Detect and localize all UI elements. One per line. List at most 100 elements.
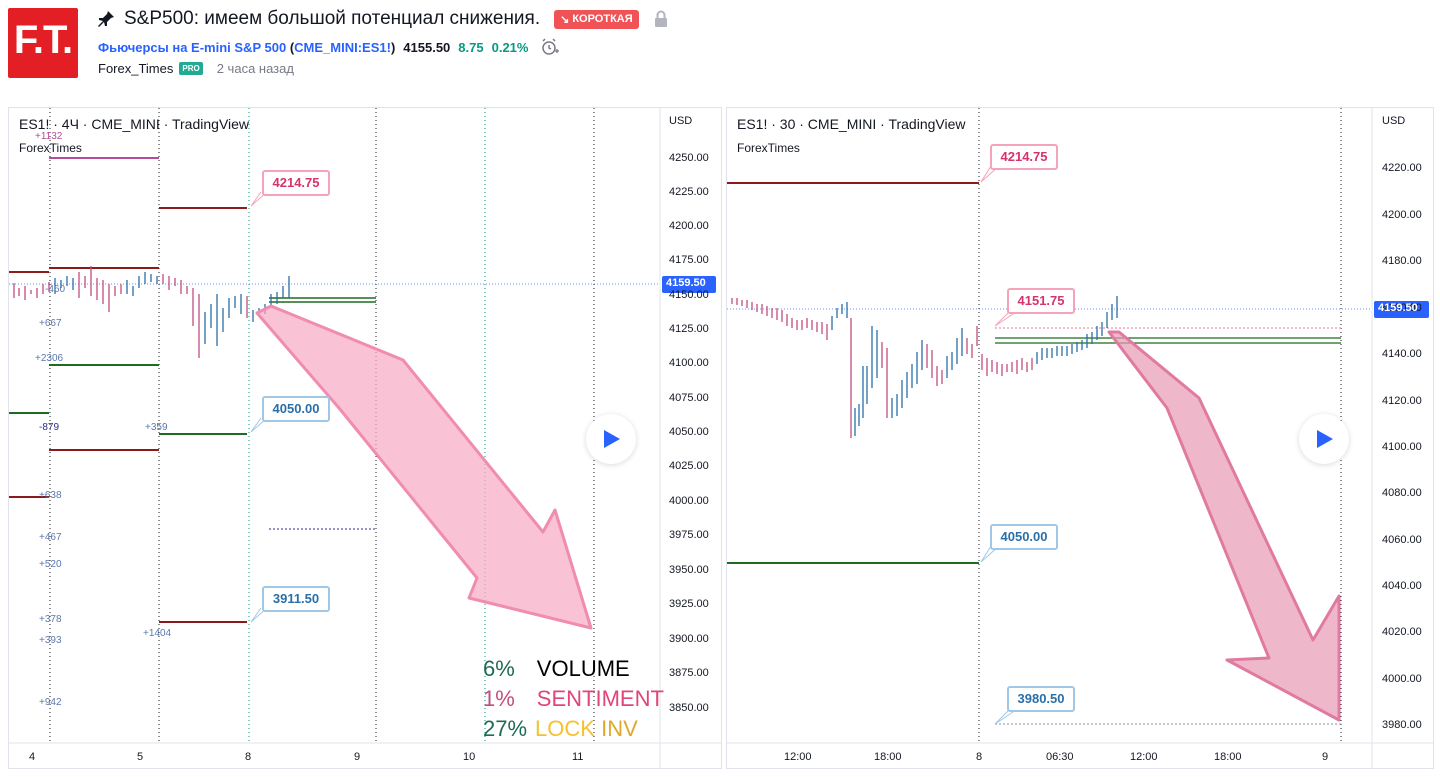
price-tick-label: 3925.00 bbox=[669, 598, 709, 610]
callout-pointer bbox=[980, 165, 1000, 183]
price-tick-label: 4100.00 bbox=[1382, 441, 1422, 453]
last-price-label: 4159.50 bbox=[1378, 302, 1418, 314]
price-tick-label: 4000.00 bbox=[669, 495, 709, 507]
price-change: 8.75 bbox=[458, 39, 484, 55]
overlay-pct: 27% bbox=[483, 716, 528, 741]
symbol-price: 4155.50 bbox=[403, 39, 451, 55]
price-tick-label: 4140.00 bbox=[1382, 348, 1422, 360]
price-tick-label: 4020.00 bbox=[1382, 626, 1422, 638]
chart-panel-left[interactable]: ES1! · 4Ч · CME_MINI · TradingView Forex… bbox=[8, 107, 722, 769]
price-tick-label: 3950.00 bbox=[669, 564, 709, 576]
price-tick-label: 4050.00 bbox=[669, 426, 709, 438]
time-tick-label: 9 bbox=[1322, 751, 1329, 763]
price-tick-label: 4175.00 bbox=[669, 254, 709, 266]
volume-label: -460 bbox=[45, 284, 66, 295]
author-logo[interactable]: F.T. bbox=[8, 8, 78, 78]
price-callout: 4214.75 bbox=[990, 144, 1058, 170]
overlay-pct: 6% bbox=[483, 656, 515, 681]
overlay-row-sentiment: 1% SENTIMENT bbox=[483, 684, 664, 714]
overlay-label: VOLUME bbox=[536, 656, 630, 681]
time-tick-label: 9 bbox=[354, 751, 361, 763]
volume-label: +359 bbox=[145, 422, 168, 433]
play-button[interactable] bbox=[586, 414, 636, 464]
currency-label: USD bbox=[1382, 115, 1406, 127]
volume-label: +667 bbox=[39, 318, 62, 329]
chart-legend: ES1! · 4Ч · CME_MINI · TradingView bbox=[19, 116, 250, 132]
time-tick-label: 8 bbox=[976, 751, 983, 763]
price-tick-label: 4125.00 bbox=[669, 323, 709, 335]
pro-badge: PRO bbox=[179, 62, 203, 75]
pin-icon bbox=[98, 11, 114, 27]
symbol-code: CME_MINI:ES1! bbox=[294, 39, 391, 55]
volume-label: +1404 bbox=[143, 628, 172, 639]
price-tick-label: 4060.00 bbox=[1382, 534, 1422, 546]
play-icon bbox=[1317, 430, 1333, 448]
volume-label: +942 bbox=[39, 697, 62, 708]
overlay-label: SENTIMENT bbox=[536, 686, 664, 711]
time-tick-label: 06:30 bbox=[1046, 751, 1074, 763]
time-tick-label: 4 bbox=[29, 751, 36, 763]
price-tick-label: 4000.00 bbox=[1382, 673, 1422, 685]
price-tick-label: 4250.00 bbox=[669, 152, 709, 164]
price-tick-label: 4180.00 bbox=[1382, 255, 1422, 267]
lock-icon bbox=[654, 10, 667, 27]
last-price-tag bbox=[1374, 301, 1429, 318]
price-callout: 4050.00 bbox=[990, 524, 1058, 550]
time-tick-label: 11 bbox=[572, 751, 584, 763]
publish-time: 2 часа назад bbox=[216, 61, 294, 76]
overlay-block: 6% VOLUME 1% SENTIMENT 27% LOCK INV bbox=[483, 654, 664, 744]
overlay-label: INV bbox=[601, 716, 638, 741]
symbol-link[interactable]: Фьючерсы на E-mini S&P 500 (CME_MINI:ES1… bbox=[98, 40, 395, 55]
volume-label: +467 bbox=[39, 532, 62, 543]
callout-pointer bbox=[980, 545, 1000, 563]
candles bbox=[13, 266, 290, 358]
price-callout: 3980.50 bbox=[1007, 686, 1075, 712]
volume-label: -879 bbox=[39, 422, 60, 433]
forecast-arrow bbox=[255, 304, 593, 630]
forecast-arrow bbox=[1107, 330, 1341, 722]
price-tick-label: 4040.00 bbox=[1382, 580, 1422, 592]
alarm-icon[interactable] bbox=[540, 37, 560, 57]
volume-label: +638 bbox=[39, 490, 62, 501]
overlay-pct: 1% bbox=[483, 686, 515, 711]
price-callout: 3911.50 bbox=[262, 586, 330, 612]
price-tick-label: 3875.00 bbox=[669, 667, 709, 679]
overlay-row-volume: 6% VOLUME bbox=[483, 654, 664, 684]
currency-label: USD bbox=[669, 115, 693, 127]
short-badge-label: КОРОТКАЯ bbox=[572, 13, 633, 25]
price-callout: 4151.75 bbox=[1007, 288, 1075, 314]
author-row: Forex_Times PRO 2 часа назад bbox=[98, 61, 294, 76]
price-tick-label: 4080.00 bbox=[1382, 487, 1422, 499]
overlay-label: LOCK bbox=[535, 716, 595, 741]
price-change-percent: 0.21% bbox=[491, 39, 529, 55]
price-tick-label: 4025.00 bbox=[669, 460, 709, 472]
price-tick-label: 4150.00 bbox=[669, 289, 709, 301]
play-button[interactable] bbox=[1299, 414, 1349, 464]
callout-pointer bbox=[994, 309, 1020, 327]
chart-sublegend: ForexTimes bbox=[737, 141, 800, 155]
chart-sublegend: ForexTimes bbox=[19, 141, 82, 155]
chart-right-canvas[interactable] bbox=[727, 108, 1434, 769]
candles bbox=[731, 296, 1118, 438]
idea-title: S&P500: имеем большой потенциал снижения… bbox=[124, 8, 541, 29]
idea-header: F.T. S&P500: имеем большой потенциал сни… bbox=[0, 0, 1440, 100]
price-tick-label: 4120.00 bbox=[1382, 395, 1422, 407]
price-tick-label: 4075.00 bbox=[669, 392, 709, 404]
time-tick-label: 18:00 bbox=[874, 751, 902, 763]
price-tick-label: 4225.00 bbox=[669, 186, 709, 198]
callout-pointer bbox=[994, 707, 1020, 725]
price-tick-label: 4200.00 bbox=[1382, 209, 1422, 221]
paren-close: ) bbox=[390, 39, 396, 55]
symbol-name: Фьючерсы на E-mini S&P 500 bbox=[98, 39, 287, 55]
last-price-tag bbox=[662, 276, 716, 293]
time-tick-label: 5 bbox=[137, 751, 144, 763]
volume-label: +520 bbox=[39, 559, 62, 570]
chart-panel-right[interactable]: ES1! · 30 · CME_MINI · TradingView Forex… bbox=[726, 107, 1434, 769]
volume-label: +2306 bbox=[35, 353, 64, 364]
chart-legend: ES1! · 30 · CME_MINI · TradingView bbox=[737, 116, 966, 132]
price-callout: 4214.75 bbox=[262, 170, 330, 196]
price-tick-label: 4160.00 bbox=[1382, 302, 1422, 314]
volume-label: +378 bbox=[39, 614, 62, 625]
arrow-down-right-icon: ↘ bbox=[560, 13, 570, 26]
author-name[interactable]: Forex_Times bbox=[98, 61, 174, 76]
